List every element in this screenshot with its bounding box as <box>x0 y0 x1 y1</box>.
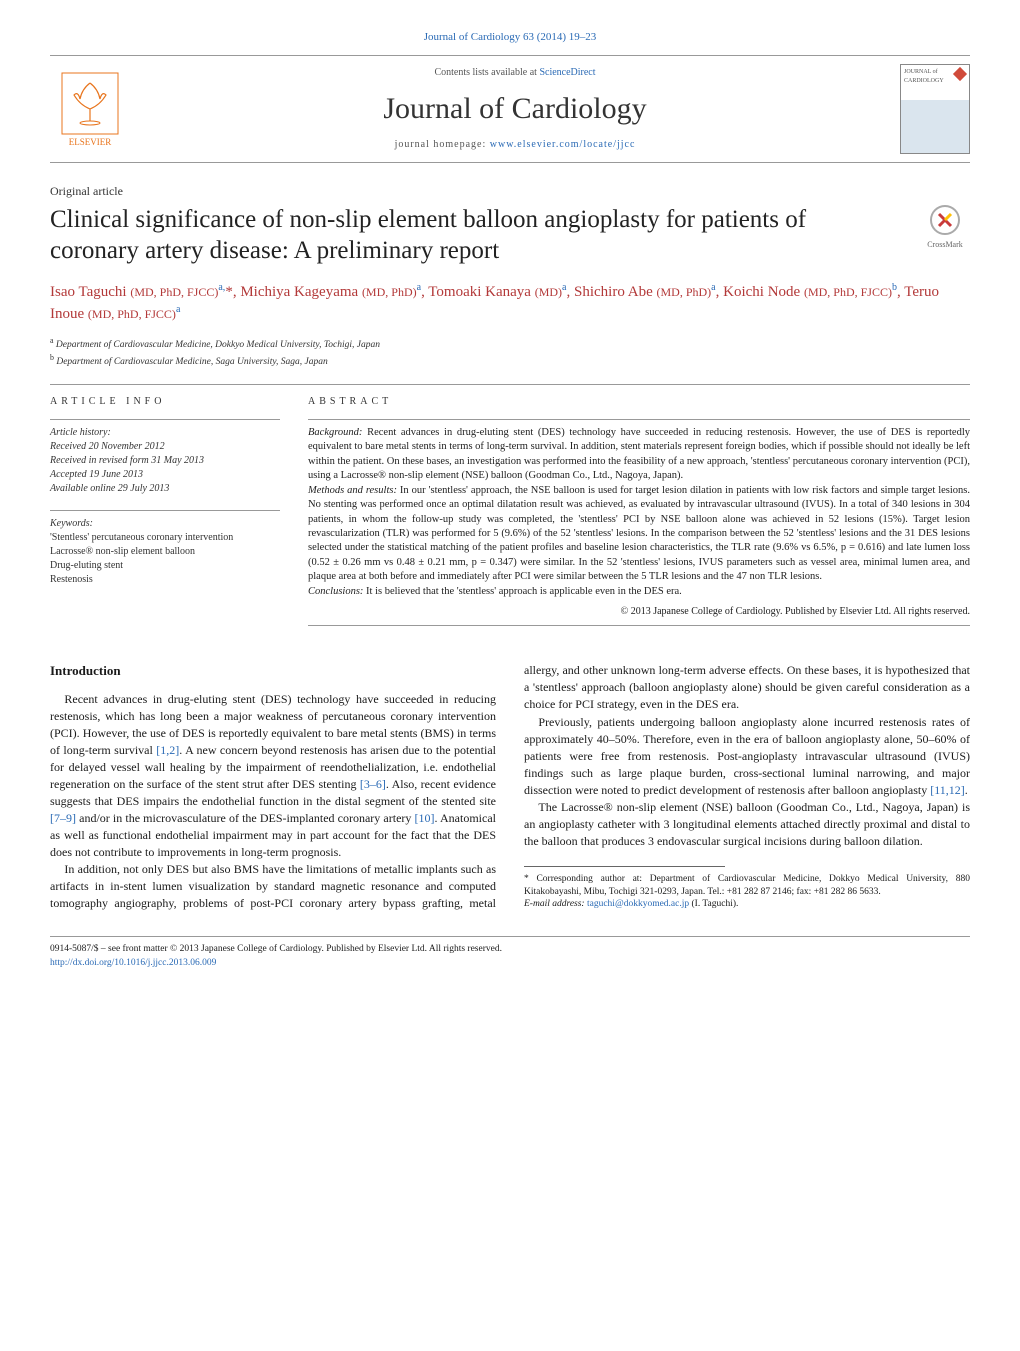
divider <box>50 384 970 385</box>
abstract-methods-label: Methods and results: <box>308 485 397 496</box>
citation-ref[interactable]: [1,2] <box>156 743 179 757</box>
article-body: Introduction Recent advances in drug-elu… <box>50 662 970 912</box>
crossmark-badge[interactable]: CrossMark <box>920 204 970 250</box>
sciencedirect-link[interactable]: ScienceDirect <box>539 67 595 78</box>
abstract-background: Recent advances in drug-eluting stent (D… <box>308 427 970 481</box>
history-line: Received 20 November 2012 <box>50 441 165 452</box>
history-line: Received in revised form 31 May 2013 <box>50 455 204 466</box>
introduction-heading: Introduction <box>50 662 496 680</box>
running-citation: Journal of Cardiology 63 (2014) 19–23 <box>50 30 970 45</box>
crossmark-icon <box>929 204 961 236</box>
article-type: Original article <box>50 183 970 200</box>
doi-link[interactable]: http://dx.doi.org/10.1016/j.jjcc.2013.06… <box>50 958 216 968</box>
history-line: Accepted 19 June 2013 <box>50 469 143 480</box>
keyword: 'Stentless' percutaneous coronary interv… <box>50 531 280 545</box>
divider <box>50 419 280 420</box>
abstract-conclusions: It is believed that the 'stentless' appr… <box>366 586 682 597</box>
keywords-block: Keywords: 'Stentless' percutaneous coron… <box>50 517 280 587</box>
article-history: Article history: Received 20 November 20… <box>50 426 280 496</box>
abstract-conclusions-label: Conclusions: <box>308 586 363 597</box>
footnote-separator <box>524 866 725 867</box>
citation-ref[interactable]: [7–9] <box>50 811 76 825</box>
body-paragraph: Recent advances in drug-eluting stent (D… <box>50 691 496 861</box>
article-title: Clinical significance of non-slip elemen… <box>50 204 900 267</box>
abstract: ABSTRACT Background: Recent advances in … <box>308 395 970 633</box>
affiliations: a Department of Cardiovascular Medicine,… <box>50 335 970 370</box>
journal-cover-thumbnail: JOURNAL of CARDIOLOGY <box>900 64 970 154</box>
footnotes: * Corresponding author at: Department of… <box>524 873 970 911</box>
contents-available-line: Contents lists available at ScienceDirec… <box>130 66 900 80</box>
elsevier-tree-icon <box>60 71 120 136</box>
keyword: Lacrosse® non-slip element balloon <box>50 545 280 559</box>
authors-list: Isao Taguchi (MD, PhD, FJCC)a,*, Michiya… <box>50 281 970 325</box>
citation-ref[interactable]: [11,12] <box>930 783 965 797</box>
front-matter-footer: 0914-5087/$ – see front matter © 2013 Ja… <box>50 936 970 970</box>
journal-name: Journal of Cardiology <box>130 88 900 130</box>
divider <box>308 625 970 626</box>
corresponding-author-note: * Corresponding author at: Department of… <box>524 873 970 899</box>
journal-header: ELSEVIER Contents lists available at Sci… <box>50 55 970 163</box>
divider <box>308 419 970 420</box>
abstract-copyright: © 2013 Japanese College of Cardiology. P… <box>308 605 970 619</box>
abstract-background-label: Background: <box>308 427 362 438</box>
email-line: E-mail address: taguchi@dokkyomed.ac.jp … <box>524 898 970 911</box>
body-paragraph: Previously, patients undergoing balloon … <box>524 714 970 799</box>
email-link[interactable]: taguchi@dokkyomed.ac.jp <box>587 899 689 909</box>
article-info: ARTICLE INFO Article history: Received 2… <box>50 395 280 633</box>
journal-homepage-link[interactable]: www.elsevier.com/locate/jjcc <box>490 139 636 150</box>
article-info-heading: ARTICLE INFO <box>50 395 280 409</box>
citation-ref[interactable]: [3–6] <box>360 777 386 791</box>
abstract-methods: In our 'stentless' approach, the NSE bal… <box>308 485 970 583</box>
keywords-label: Keywords: <box>50 517 280 531</box>
elsevier-logo: ELSEVIER <box>50 64 130 154</box>
issn-copyright-line: 0914-5087/$ – see front matter © 2013 Ja… <box>50 943 970 956</box>
keyword: Restenosis <box>50 573 280 587</box>
journal-homepage-line: journal homepage: www.elsevier.com/locat… <box>130 138 900 152</box>
keyword: Drug-eluting stent <box>50 559 280 573</box>
abstract-heading: ABSTRACT <box>308 395 970 409</box>
divider <box>50 510 280 511</box>
history-label: Article history: <box>50 426 280 440</box>
history-line: Available online 29 July 2013 <box>50 483 169 494</box>
abstract-body: Background: Recent advances in drug-elut… <box>308 426 970 600</box>
header-center: Contents lists available at ScienceDirec… <box>130 66 900 152</box>
body-paragraph: The Lacrosse® non-slip element (NSE) bal… <box>524 799 970 850</box>
citation-ref[interactable]: [10] <box>415 811 435 825</box>
